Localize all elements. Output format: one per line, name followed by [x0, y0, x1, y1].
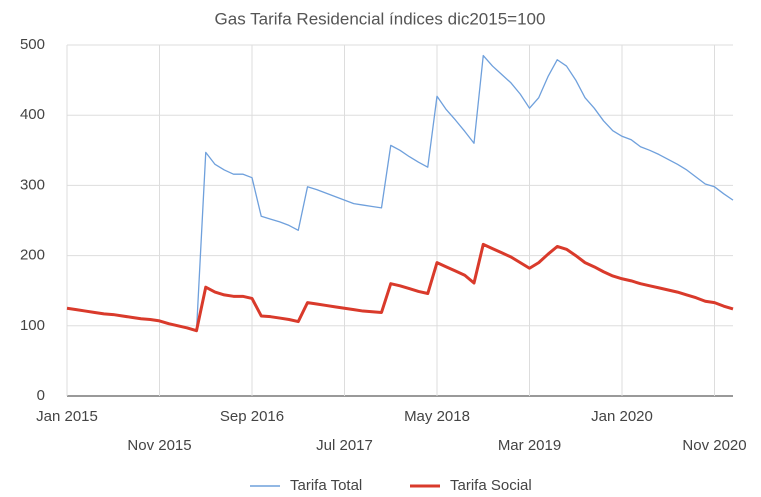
y-tick-label: 0 [37, 387, 45, 404]
series-line [66, 54, 734, 332]
y-tick-label: 100 [20, 317, 45, 334]
x-tick-label: Nov 2020 [682, 437, 746, 454]
x-tick-label: Jan 2020 [591, 408, 653, 425]
x-tick-label: Jan 2015 [36, 408, 98, 425]
x-tick-label: Jul 2017 [316, 437, 373, 454]
legend-label: Tarifa Total [290, 477, 362, 494]
series-line [66, 242, 734, 333]
x-tick-label: Nov 2015 [127, 437, 191, 454]
x-tick-label: Sep 2016 [220, 408, 284, 425]
y-tick-label: 300 [20, 176, 45, 193]
legend-label: Tarifa Social [450, 477, 532, 494]
chart-title: Gas Tarifa Residencial índices dic2015=1… [215, 9, 546, 28]
y-tick-label: 200 [20, 247, 45, 264]
x-tick-label: May 2018 [404, 408, 470, 425]
y-tick-label: 500 [20, 36, 45, 53]
y-tick-label: 400 [20, 106, 45, 123]
x-tick-label: Mar 2019 [498, 437, 561, 454]
